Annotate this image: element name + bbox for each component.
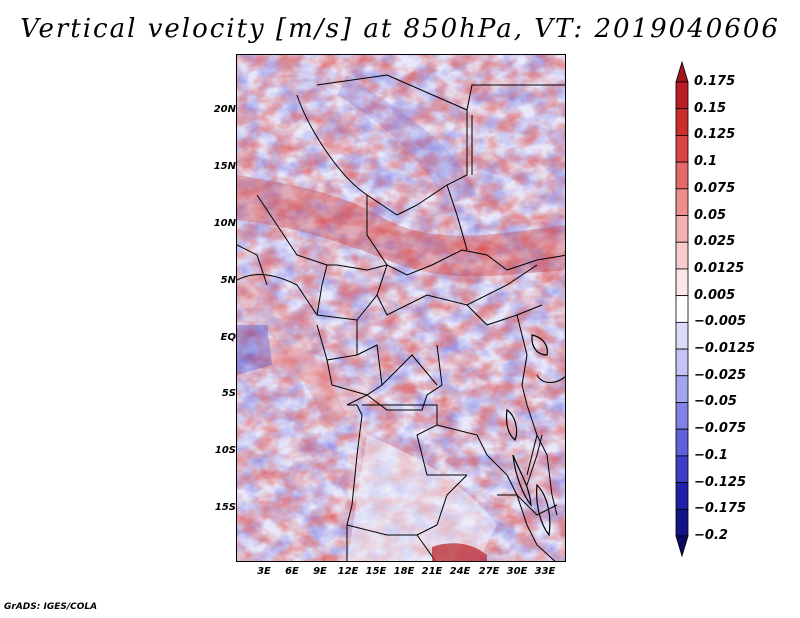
colorbar-segment <box>675 268 689 297</box>
lon-tick-27e: 27E <box>478 566 500 577</box>
colorbar-segment <box>675 375 689 403</box>
lat-tick-15s: 15S <box>214 502 236 513</box>
lon-tick-30e: 30E <box>506 566 528 577</box>
colorbar-label: 0.0125 <box>694 260 745 276</box>
lon-tick-24e: 24E <box>449 566 471 577</box>
colorbar-label: −0.025 <box>694 367 747 383</box>
colorbar-segment <box>675 508 689 537</box>
colorbar-segment <box>675 81 689 110</box>
colorbar-segment <box>675 455 689 483</box>
colorbar-top-arrow <box>675 60 689 83</box>
lat-tick-eq: EQ <box>220 332 236 343</box>
lon-tick-12e: 12E <box>337 566 359 577</box>
colorbar-bottom-arrow <box>675 535 689 558</box>
colorbar-segment <box>675 188 689 216</box>
lon-tick-21e: 21E <box>421 566 443 577</box>
colorbar-label: 0.125 <box>694 127 736 143</box>
colorbar-segment <box>675 321 689 350</box>
colorbar-segment <box>675 348 689 377</box>
lon-tick-9e: 9E <box>313 566 327 577</box>
map-panel <box>236 54 566 562</box>
colorbar-segment <box>675 215 689 243</box>
colorbar-label: −0.0125 <box>694 341 756 357</box>
lon-tick-15e: 15E <box>365 566 387 577</box>
lon-tick-6e: 6E <box>285 566 299 577</box>
lon-tick-3e: 3E <box>257 566 271 577</box>
colorbar-label: 0.075 <box>694 180 736 196</box>
colorbar-label: −0.05 <box>694 394 737 410</box>
lat-tick-10s: 10S <box>214 445 236 456</box>
colorbar-label: −0.1 <box>694 447 728 463</box>
colorbar-label: 0.175 <box>694 74 736 89</box>
lat-tick-5n: 5N <box>220 275 236 286</box>
colorbar-segment <box>675 108 689 136</box>
colorbar-segment <box>675 402 689 430</box>
footer-credit: GrADS: IGES/COLA <box>4 602 98 612</box>
lat-tick-15n: 15N <box>213 161 236 172</box>
map-title: Vertical velocity [m/s] at 850hPa, VT: 2… <box>20 14 780 44</box>
colorbar-label: 0.05 <box>694 207 727 223</box>
lat-tick-20n: 20N <box>213 104 236 115</box>
lon-tick-18e: 18E <box>393 566 415 577</box>
colorbar-label: 0.005 <box>694 287 736 303</box>
colorbar-label: 0.1 <box>694 154 718 170</box>
colorbar-segment <box>675 241 689 270</box>
colorbar-label: 0.15 <box>694 100 727 116</box>
colorbar-segment <box>675 161 689 190</box>
colorbar-label: −0.125 <box>694 474 747 490</box>
colorbar-label: 0.025 <box>694 234 736 250</box>
colorbar-segment <box>675 482 689 510</box>
colorbar-segment <box>675 295 689 323</box>
colorbar-label: −0.005 <box>694 314 747 330</box>
colorbar-label: −0.2 <box>694 528 728 543</box>
vertical-velocity-field <box>237 55 565 561</box>
lat-tick-5s: 5S <box>221 388 236 399</box>
colorbar-segment <box>675 135 689 163</box>
colorbar-segment <box>675 428 689 457</box>
colorbar-label: −0.075 <box>694 421 747 437</box>
lon-tick-33e: 33E <box>534 566 556 577</box>
colorbar-label: −0.175 <box>694 501 747 517</box>
lat-tick-10n: 10N <box>213 218 236 229</box>
